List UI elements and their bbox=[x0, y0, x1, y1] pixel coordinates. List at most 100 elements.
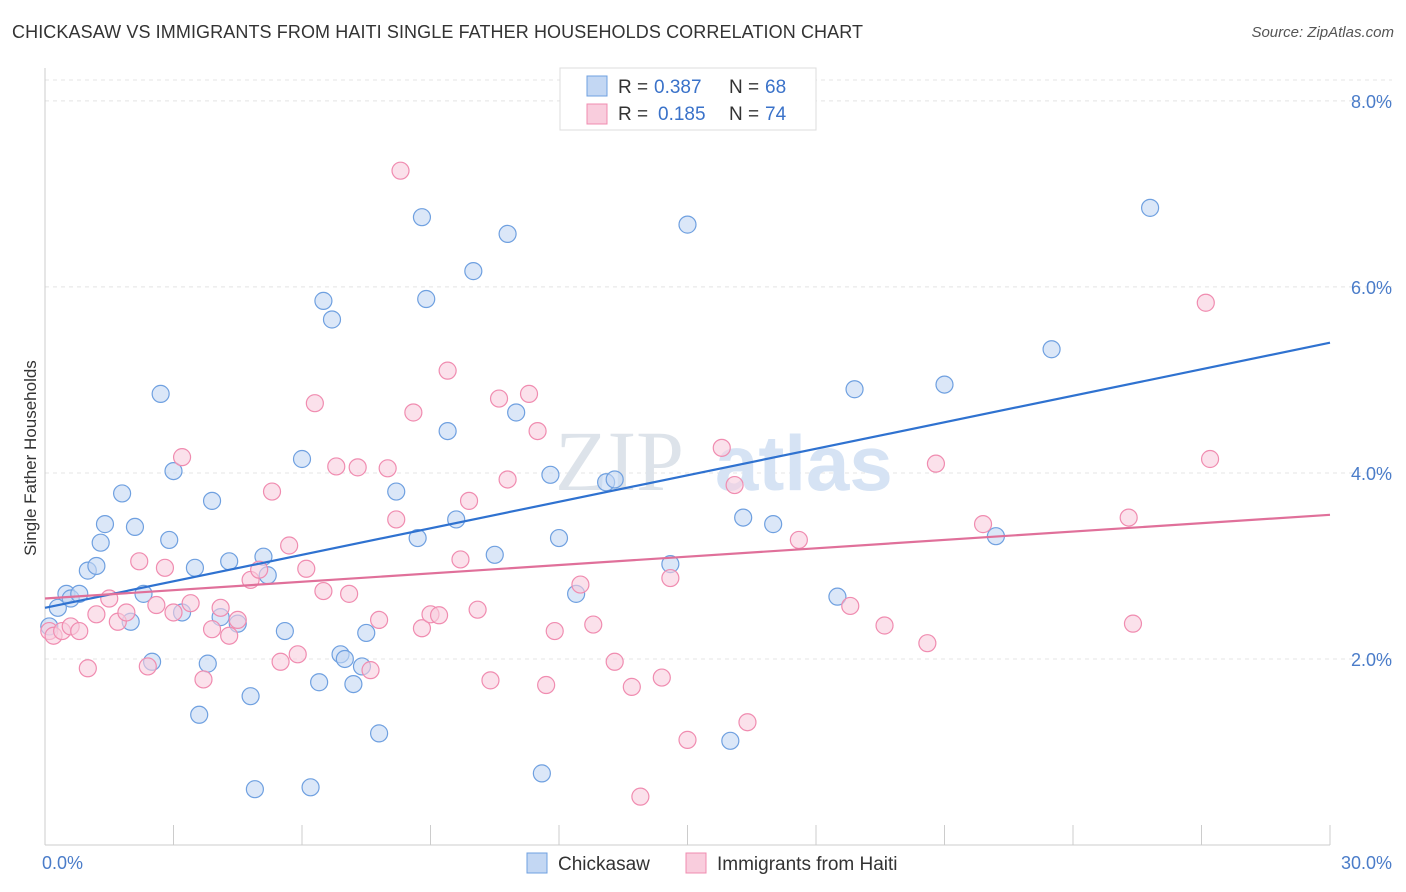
point-haiti bbox=[1200, 449, 1220, 469]
point-haiti bbox=[228, 610, 247, 630]
point-haiti bbox=[973, 515, 993, 534]
point-haiti bbox=[661, 568, 680, 588]
point-haiti bbox=[678, 730, 697, 749]
point-haiti bbox=[584, 615, 603, 634]
legend-swatch-haiti bbox=[586, 103, 608, 125]
y-axis-label: Single Father Households bbox=[21, 360, 40, 556]
point-chickasaw bbox=[91, 533, 110, 552]
point-haiti bbox=[271, 652, 290, 671]
point-haiti bbox=[327, 457, 346, 476]
point-haiti bbox=[404, 403, 423, 422]
point-chickasaw bbox=[541, 465, 560, 484]
x-tick-label-max: 30.0% bbox=[1341, 853, 1392, 873]
point-haiti bbox=[537, 675, 556, 695]
chart-title: CHICKASAW VS IMMIGRANTS FROM HAITI SINGL… bbox=[12, 22, 864, 42]
point-chickasaw bbox=[275, 621, 294, 641]
point-haiti bbox=[211, 598, 230, 617]
point-haiti bbox=[297, 559, 316, 578]
point-chickasaw bbox=[532, 764, 551, 783]
point-haiti bbox=[138, 657, 157, 676]
point-chickasaw bbox=[1140, 198, 1160, 217]
x-tick-label-min: 0.0% bbox=[42, 853, 83, 873]
y-tick-label: 4.0% bbox=[1351, 464, 1392, 484]
point-haiti bbox=[1123, 614, 1143, 633]
point-chickasaw bbox=[134, 584, 153, 603]
point-haiti bbox=[489, 389, 509, 408]
point-chickasaw bbox=[190, 705, 209, 724]
point-chickasaw bbox=[70, 584, 89, 603]
point-chickasaw bbox=[335, 649, 354, 669]
point-chickasaw bbox=[344, 674, 363, 694]
legend-r-label-2: R = bbox=[618, 104, 648, 125]
point-haiti bbox=[1119, 508, 1138, 527]
point-haiti bbox=[348, 458, 367, 477]
point-haiti bbox=[738, 713, 757, 732]
legend-r-value-1: 0.387 bbox=[654, 77, 702, 98]
point-chickasaw bbox=[549, 528, 569, 548]
series-legend-label-chickasaw: Chickasaw bbox=[558, 854, 650, 875]
point-chickasaw bbox=[828, 587, 847, 606]
point-chickasaw bbox=[87, 556, 106, 576]
point-haiti bbox=[78, 659, 97, 678]
point-haiti bbox=[262, 482, 282, 501]
point-chickasaw bbox=[764, 515, 783, 534]
trend-line-haiti bbox=[44, 513, 1331, 600]
y-tick-label: 8.0% bbox=[1351, 92, 1392, 112]
legend-r-label-1: R = bbox=[618, 77, 648, 98]
point-haiti bbox=[370, 610, 389, 630]
point-chickasaw bbox=[322, 310, 342, 329]
point-chickasaw bbox=[220, 552, 239, 571]
point-chickasaw bbox=[245, 780, 264, 799]
point-haiti bbox=[155, 558, 175, 577]
point-haiti bbox=[172, 448, 192, 467]
point-haiti bbox=[712, 438, 731, 457]
point-haiti bbox=[340, 584, 359, 603]
point-haiti bbox=[438, 361, 457, 380]
point-haiti bbox=[451, 550, 470, 569]
point-haiti bbox=[498, 470, 517, 489]
axes: 2.0% 4.0% 6.0% 8.0% 0.0% 30.0% bbox=[42, 68, 1392, 873]
point-chickasaw bbox=[160, 530, 179, 550]
point-chickasaw bbox=[164, 461, 183, 481]
watermark-zip: ZIP bbox=[555, 413, 684, 509]
point-haiti bbox=[622, 677, 641, 696]
point-chickasaw bbox=[292, 449, 312, 469]
point-haiti bbox=[631, 787, 650, 806]
point-haiti bbox=[571, 575, 590, 594]
series-legend-swatch-haiti bbox=[685, 852, 707, 874]
point-haiti bbox=[926, 454, 946, 473]
point-haiti bbox=[481, 671, 500, 690]
point-haiti bbox=[305, 394, 324, 413]
legend-n-label-2: N = bbox=[729, 104, 759, 125]
legend-swatch-chickasaw bbox=[586, 75, 608, 97]
point-chickasaw bbox=[185, 558, 205, 577]
point-haiti bbox=[314, 581, 333, 601]
point-chickasaw bbox=[417, 289, 436, 309]
point-chickasaw bbox=[485, 545, 504, 564]
point-haiti bbox=[725, 475, 744, 495]
point-chickasaw bbox=[198, 654, 217, 673]
point-chickasaw bbox=[112, 484, 132, 503]
point-chickasaw bbox=[95, 515, 115, 534]
point-haiti bbox=[87, 605, 106, 624]
point-haiti bbox=[789, 530, 808, 550]
point-chickasaw bbox=[151, 384, 170, 403]
point-chickasaw bbox=[1042, 340, 1061, 359]
point-haiti bbox=[459, 491, 479, 510]
point-chickasaw bbox=[412, 208, 432, 227]
point-haiti bbox=[429, 606, 449, 625]
point-chickasaw bbox=[721, 731, 740, 750]
point-chickasaw bbox=[125, 517, 145, 536]
stats-legend: R = 0.387 N = 68 R = 0.185 N = 74 bbox=[559, 67, 817, 131]
point-chickasaw bbox=[605, 470, 624, 489]
watermark: ZIP atlas bbox=[555, 413, 893, 509]
point-haiti bbox=[70, 621, 89, 641]
point-haiti bbox=[841, 596, 860, 616]
point-haiti bbox=[194, 670, 213, 689]
point-haiti bbox=[220, 626, 239, 645]
point-chickasaw bbox=[387, 482, 406, 501]
point-haiti bbox=[164, 603, 183, 622]
point-chickasaw bbox=[438, 421, 457, 441]
point-haiti bbox=[519, 384, 539, 403]
